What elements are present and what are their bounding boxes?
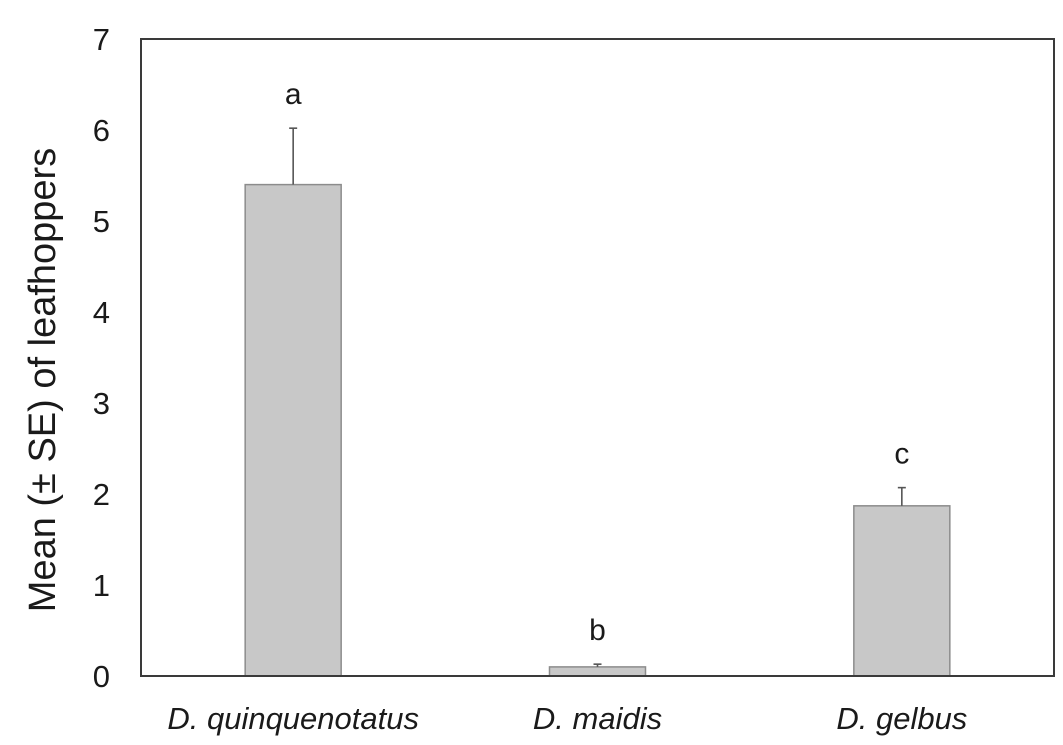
y-tick-label: 6 [93, 113, 110, 148]
y-axis-title: Mean (± SE) of leafhoppers [22, 148, 64, 612]
y-tick-label: 2 [93, 477, 110, 512]
significance-label: c [894, 438, 909, 471]
bars-group [244, 183, 951, 677]
significance-labels-group: a b c [285, 78, 910, 647]
plot-frame [140, 38, 1055, 677]
category-label: D. maidis [533, 701, 662, 736]
category-label: D. gelbus [836, 701, 967, 736]
y-tick-label: 4 [93, 295, 110, 330]
significance-label: b [589, 614, 606, 647]
error-bars-group [289, 127, 906, 667]
category-label: D. quinquenotatus [167, 701, 419, 736]
bar [244, 183, 342, 677]
bar [548, 666, 647, 677]
y-tick-label: 1 [93, 568, 110, 603]
y-tick-label: 5 [93, 204, 110, 239]
significance-label: a [285, 78, 302, 111]
y-tick-label: 7 [93, 22, 110, 57]
y-axis-ticks: 0 1 2 3 4 5 6 7 [93, 22, 110, 694]
category-labels-group: D. quinquenotatus D. maidis D. gelbus [167, 701, 967, 736]
y-tick-label: 0 [93, 659, 110, 694]
y-tick-label: 3 [93, 386, 110, 421]
bar [853, 505, 951, 677]
